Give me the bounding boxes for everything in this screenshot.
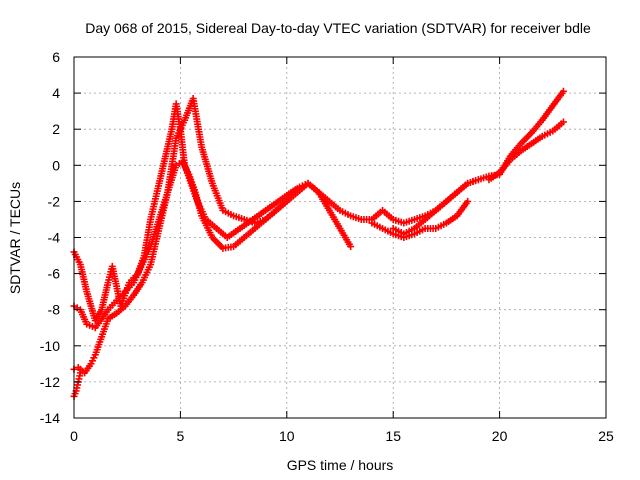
data-point	[76, 369, 84, 377]
x-tick-label: 0	[70, 428, 78, 444]
data-point	[464, 197, 472, 205]
chart-title: Day 068 of 2015, Sidereal Day-to-day VTE…	[85, 20, 591, 36]
x-tick-label: 15	[385, 428, 401, 444]
data-point	[559, 87, 567, 95]
grid	[74, 57, 606, 418]
y-tick-label: -10	[40, 338, 60, 354]
y-tick-label: 0	[52, 157, 60, 173]
series-arc-f	[485, 118, 567, 184]
y-tick-label: -2	[48, 193, 61, 209]
data-point	[283, 197, 291, 205]
y-tick-label: 2	[52, 121, 60, 137]
x-tick-label: 20	[492, 428, 508, 444]
data-point	[347, 243, 355, 251]
series-arc-c	[70, 95, 291, 377]
x-tick-label: 10	[279, 428, 295, 444]
series-arc-d	[70, 369, 84, 400]
series-arc-g	[368, 197, 472, 241]
series-layer	[70, 87, 567, 400]
y-tick-label: 6	[52, 49, 60, 65]
y-tick-label: -12	[40, 374, 60, 390]
data-point	[559, 118, 567, 126]
y-tick-label: -8	[48, 302, 61, 318]
y-tick-label: -14	[40, 410, 60, 426]
series-arc-e	[389, 87, 567, 238]
y-tick-label: -4	[48, 230, 61, 246]
x-tick-label: 5	[177, 428, 185, 444]
x-axis-label: GPS time / hours	[287, 457, 394, 473]
ticks: 0 5 10 15 20 25 -14 -12 -10 -8 -6 -4 -2 0 2 4 6	[40, 49, 614, 444]
x-tick-label: 25	[598, 428, 614, 444]
y-tick-label: -6	[48, 266, 61, 282]
y-axis-label: SDTVAR / TECUs	[7, 182, 23, 294]
y-tick-label: 4	[52, 85, 60, 101]
